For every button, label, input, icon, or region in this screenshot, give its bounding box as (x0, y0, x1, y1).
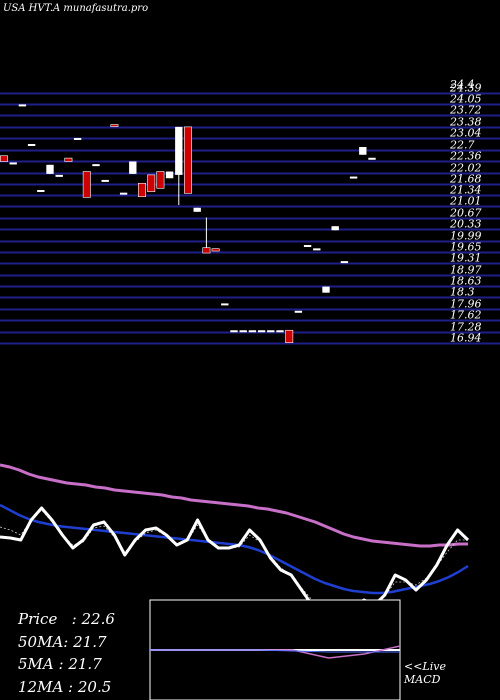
candle-body (331, 226, 339, 231)
legend: Price : 22.6 50MA: 21.7 5MA : 21.7 12MA … (18, 608, 115, 698)
candle-body (349, 176, 358, 179)
candle-body (359, 147, 367, 155)
y-tick-label: 23.04 (449, 127, 482, 140)
macd-lines (150, 645, 401, 659)
candle-body (37, 189, 45, 192)
candlesticks (0, 104, 376, 343)
y-tick-label: 21.01 (449, 195, 482, 208)
candle-body (193, 207, 201, 212)
macd-histogram-line (150, 649, 400, 653)
y-tick-label: 19.31 (450, 252, 482, 265)
price-grid (0, 92, 500, 345)
candle-body (313, 248, 321, 251)
signal-line (0, 509, 468, 610)
candle-body (267, 330, 275, 333)
y-tick-label: 18.3 (450, 286, 475, 299)
candle-body (248, 330, 257, 333)
candle-body (18, 104, 27, 107)
candle-body (9, 162, 17, 165)
macd-label: <<Live MACD (404, 660, 446, 686)
candle-body (110, 124, 119, 127)
y-tick-label: 20.67 (449, 207, 482, 220)
candle-body (175, 126, 183, 175)
candle-body (221, 303, 229, 306)
y-tick-label: 21.68 (449, 173, 482, 186)
chart-title: USA HVT.A munafasutra.pro (3, 3, 149, 14)
y-tick-top-label: 24.4 (449, 78, 475, 91)
y-tick-label: 22.7 (449, 139, 475, 152)
candle-body (129, 161, 137, 174)
y-tick-label: 21.34 (449, 184, 482, 197)
y-tick-label: 22.02 (449, 162, 482, 175)
candle-body (322, 286, 330, 293)
y-tick-label: 17.28 (450, 321, 482, 334)
candle-body (257, 330, 266, 333)
legend-5ma: 5MA : 21.7 (18, 655, 102, 673)
y-tick-label: 17.96 (450, 298, 482, 311)
candle-body (27, 144, 36, 147)
y-tick-label: 24.39 (449, 82, 482, 95)
candle-body (147, 174, 156, 192)
candle-body (184, 126, 192, 194)
legend-price: Price : 22.6 (18, 610, 115, 628)
candle-body (156, 171, 165, 189)
candle-body (119, 192, 128, 195)
macd-live-label: <<Live (404, 660, 446, 673)
y-tick-label: 23.72 (449, 104, 482, 117)
y-tick-label: 18.63 (450, 275, 482, 288)
y-tick-label: 22.36 (449, 150, 482, 163)
y-tick-label: 19.65 (450, 241, 482, 254)
macd-name-label: MACD (404, 673, 441, 686)
candle-body (230, 330, 238, 333)
y-tick-label: 23.38 (449, 116, 482, 129)
indicator-lines (0, 463, 470, 612)
candle-body (165, 171, 174, 179)
legend-12ma: 12MA : 20.5 (18, 677, 112, 696)
y-tick-label: 16.94 (450, 332, 482, 345)
price-line (0, 506, 470, 612)
candle-body (239, 330, 247, 333)
candle-body (202, 247, 211, 254)
candle-body (294, 310, 303, 313)
candle-body (138, 182, 146, 197)
candle-body (101, 179, 109, 182)
candle-body (211, 248, 220, 252)
price-tick-labels: 24.3924.0523.7223.3823.0422.722.3622.022… (449, 78, 482, 345)
candle-body (368, 157, 376, 160)
legend-50ma: 50MA: 21.7 (18, 632, 107, 651)
candle-body (0, 155, 8, 162)
candle-body (82, 171, 91, 198)
candle-body (92, 164, 100, 167)
y-tick-label: 19.99 (450, 230, 482, 243)
candle-body (55, 174, 63, 177)
candle-body (64, 157, 73, 162)
candle-body (46, 164, 54, 174)
y-tick-label: 17.62 (450, 309, 482, 322)
candle-body (340, 261, 349, 264)
ma-slow-line (0, 463, 468, 548)
y-tick-label: 24.05 (449, 93, 482, 106)
candle-body (285, 329, 294, 343)
candle-body (276, 330, 284, 333)
candle-body (73, 137, 82, 140)
ma-mid-line (0, 503, 469, 595)
y-tick-label: 20.33 (449, 218, 482, 231)
candle-body (303, 245, 312, 248)
y-tick-label: 18.97 (450, 264, 482, 277)
